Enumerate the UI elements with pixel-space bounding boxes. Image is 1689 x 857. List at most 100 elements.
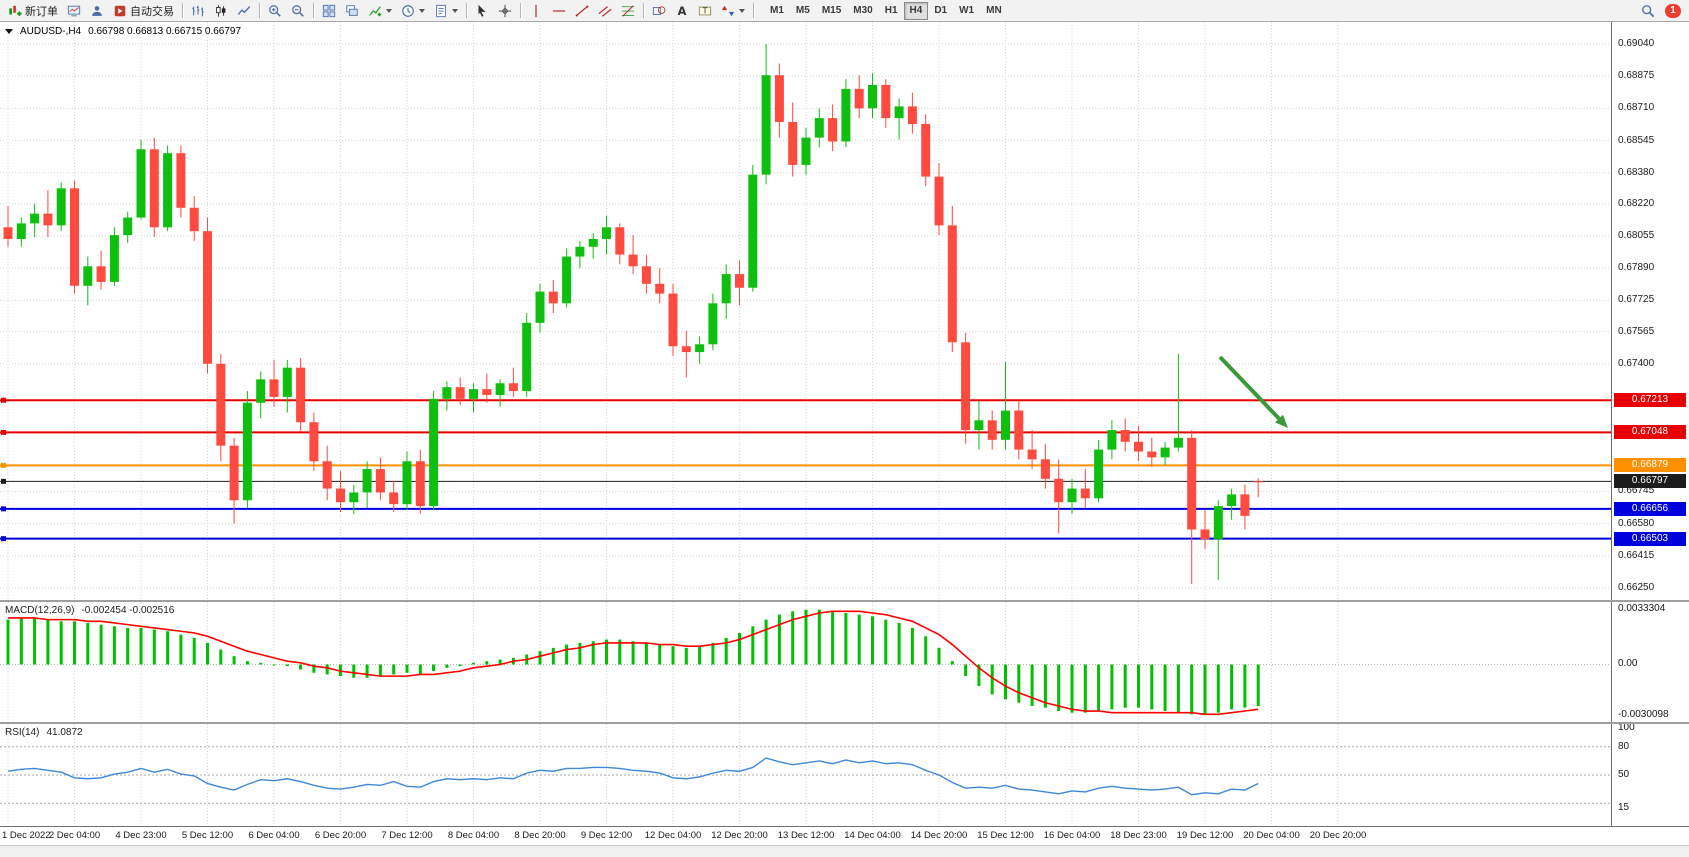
timeframe-w1[interactable]: W1 — [953, 2, 980, 20]
trendline-button[interactable] — [571, 1, 593, 21]
cascade-windows-button[interactable] — [341, 1, 363, 21]
price-axis-label: 0.66745 — [1618, 485, 1655, 497]
price-axis[interactable]: 0.69040 0.68875 0.68710 0.68545 0.68380 0.682… — [1611, 22, 1689, 600]
price-axis-label: 0.68055 — [1618, 230, 1655, 242]
rsi-axis[interactable]: 100 80 50 15 — [1611, 724, 1689, 826]
text-a-icon: A — [678, 4, 687, 18]
timeframe-m5[interactable]: M5 — [790, 2, 816, 20]
candlestick-chart[interactable] — [0, 22, 1611, 600]
time-axis-label: 15 Dec 12:00 — [977, 830, 1034, 841]
new-order-button[interactable]: 新订单 — [4, 1, 62, 21]
autotrade-button[interactable]: 自动交易 — [109, 1, 178, 21]
bottom-strip — [0, 845, 1689, 857]
search-button[interactable] — [1637, 1, 1659, 21]
time-axis-label: 12 Dec 04:00 — [644, 830, 702, 841]
panel-separator[interactable] — [0, 600, 1689, 602]
tile-windows-icon — [322, 4, 336, 17]
panel-separator[interactable] — [0, 722, 1689, 724]
toolbar-separator — [313, 3, 314, 18]
channel-icon — [598, 5, 612, 17]
price-axis-label: 0.67400 — [1618, 357, 1655, 369]
time-axis-label: 8 Dec 04:00 — [447, 830, 500, 841]
price-level-tag: 0.66797 — [1614, 474, 1686, 489]
channel-button[interactable] — [594, 1, 616, 21]
autotrade-label: 自动交易 — [130, 5, 174, 18]
clock-icon — [402, 4, 414, 17]
line-chart-button[interactable] — [233, 1, 255, 21]
time-axis-label: 20 Dec 20:00 — [1309, 830, 1367, 841]
price-axis-label: 0.66415 — [1618, 549, 1655, 561]
fibonacci-button[interactable] — [617, 1, 639, 21]
cursor-button[interactable] — [471, 1, 493, 21]
collapse-chart-icon[interactable] — [5, 29, 13, 34]
price-level-tag: 0.66503 — [1614, 531, 1686, 546]
macd-axis-label: 0.00 — [1618, 658, 1638, 670]
rsi-axis-label: 100 — [1618, 724, 1635, 733]
price-axis-label: 0.67890 — [1618, 262, 1655, 274]
time-axis-label: 5 Dec 12:00 — [181, 830, 234, 841]
expert-advisors-button[interactable] — [86, 1, 108, 21]
price-level-tag: 0.67213 — [1614, 393, 1686, 408]
vertical-line-button[interactable] — [525, 1, 547, 21]
zoom-in-button[interactable] — [264, 1, 286, 21]
price-axis-label: 0.68710 — [1618, 102, 1655, 114]
zoom-out-button[interactable] — [287, 1, 309, 21]
tile-windows-button[interactable] — [318, 1, 340, 21]
crosshair-button[interactable] — [494, 1, 516, 21]
macd-chart[interactable] — [0, 602, 1611, 722]
timeframe-d1[interactable]: D1 — [928, 2, 953, 20]
timeframe-h4[interactable]: H4 — [903, 1, 929, 20]
zoom-out-icon — [292, 4, 304, 17]
arrows-button[interactable] — [717, 1, 749, 21]
ohlc-values: 0.66798 0.66813 0.66715 0.66797 — [88, 26, 242, 37]
time-axis[interactable]: 1 Dec 2022 2 Dec 04:00 4 Dec 23:00 5 Dec 12… — [0, 826, 1689, 845]
chart-profile-button[interactable] — [63, 1, 85, 21]
notification-badge[interactable]: 1 — [1665, 3, 1681, 18]
cursor-arrow-icon — [478, 4, 486, 17]
rsi-axis-label: 50 — [1618, 769, 1630, 780]
horizontal-line-icon — [552, 9, 566, 12]
text-label-button[interactable]: T — [694, 1, 716, 21]
time-axis-label: 8 Dec 20:00 — [514, 830, 566, 841]
time-axis-label: 6 Dec 20:00 — [314, 830, 367, 841]
toolbar-separator — [259, 3, 260, 18]
macd-values: -0.002454 -0.002516 — [81, 605, 175, 616]
text-button[interactable]: A — [671, 1, 693, 21]
horizontal-line-button[interactable] — [548, 1, 570, 21]
macd-axis-label: -0.0030098 — [1618, 708, 1669, 720]
price-level-tag: 0.67048 — [1614, 425, 1686, 440]
rsi-chart[interactable] — [0, 724, 1611, 826]
svg-text:A: A — [678, 4, 687, 18]
shapes-button[interactable] — [648, 1, 670, 21]
timeframe-mn[interactable]: MN — [980, 2, 1008, 20]
templates-button[interactable] — [430, 1, 462, 21]
cascade-windows-icon — [346, 4, 358, 16]
indicators-icon — [369, 5, 382, 16]
macd-name: MACD(12,26,9) — [5, 605, 75, 616]
time-axis-label: 16 Dec 04:00 — [1043, 830, 1101, 841]
periods-button[interactable] — [397, 1, 429, 21]
candlestick-chart-button[interactable] — [210, 1, 232, 21]
price-level-tag: 0.66879 — [1614, 458, 1686, 473]
timeframe-m15[interactable]: M15 — [816, 2, 847, 20]
macd-axis[interactable]: 0.0033304 0.00 -0.0030098 — [1611, 602, 1689, 722]
time-axis-label: 2 Dec 04:00 — [48, 830, 101, 841]
timeframe-h1[interactable]: H1 — [879, 2, 904, 20]
macd-label-row: MACD(12,26,9) -0.002454 -0.002516 — [5, 605, 174, 616]
time-axis-label: 1 Dec 2022 — [2, 830, 51, 841]
indicators-button[interactable] — [364, 1, 396, 21]
time-axis-label: 7 Dec 12:00 — [381, 830, 433, 841]
timeframe-group: M1 M5 M15 M30 H1 H4 D1 W1 MN — [764, 1, 1008, 20]
timeframe-m30[interactable]: M30 — [847, 2, 878, 20]
candlestick-icon — [216, 4, 226, 17]
time-axis-label: 14 Dec 20:00 — [910, 830, 968, 841]
time-axis-label: 19 Dec 12:00 — [1176, 830, 1234, 841]
rsi-name: RSI(14) — [5, 727, 40, 738]
macd-panel: MACD(12,26,9) -0.002454 -0.002516 0.0033… — [0, 602, 1689, 722]
new-order-label: 新订单 — [25, 5, 58, 18]
shapes-icon — [652, 5, 666, 15]
price-axis-label: 0.68545 — [1618, 134, 1655, 146]
rsi-value: 41.0872 — [46, 727, 83, 738]
bar-chart-button[interactable] — [187, 1, 209, 21]
timeframe-m1[interactable]: M1 — [764, 2, 790, 20]
